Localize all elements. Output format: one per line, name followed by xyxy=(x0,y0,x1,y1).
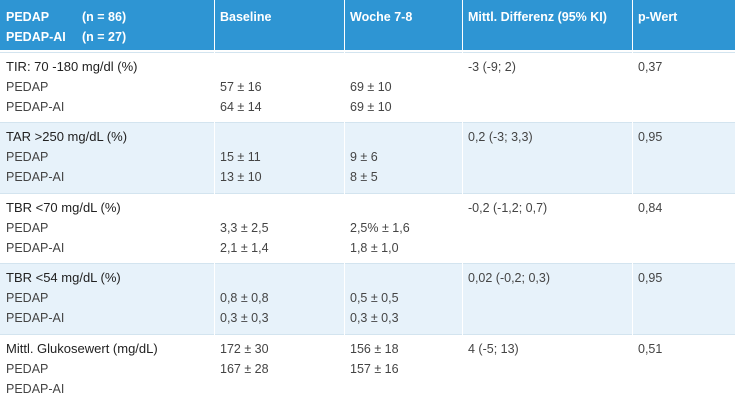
row-label: PEDAP-AI xyxy=(6,241,65,255)
cell: 57 ± 16 xyxy=(220,80,262,94)
column-divider xyxy=(344,0,345,411)
row-label: PEDAP xyxy=(6,291,49,305)
cell: 0,5 ± 0,5 xyxy=(350,291,399,305)
cell: 0,3 ± 0,3 xyxy=(350,311,399,325)
cell: 156 ± 18 xyxy=(350,342,399,356)
group-bg xyxy=(0,263,735,335)
cell: 13 ± 10 xyxy=(220,170,262,184)
cell: 0,02 (-0,2; 0,3) xyxy=(468,271,550,285)
cell: 4 (-5; 13) xyxy=(468,342,519,356)
cell: 0,84 xyxy=(638,201,663,215)
header-cell: Woche 7-8 xyxy=(350,10,413,24)
column-divider xyxy=(632,0,633,411)
group-bg xyxy=(0,193,735,264)
cell: 172 ± 30 xyxy=(220,342,269,356)
cell: 69 ± 10 xyxy=(350,100,392,114)
group-bg xyxy=(0,334,735,411)
header-label: PEDAP xyxy=(6,10,50,24)
cell: 9 ± 6 xyxy=(350,150,378,164)
cell: -3 (-9; 2) xyxy=(468,60,516,74)
group-title: Mittl. Glukosewert (mg/dL) xyxy=(6,341,158,356)
column-divider xyxy=(462,0,463,411)
cell: 0,95 xyxy=(638,271,663,285)
group-title: TIR: 70 -180 mg/dl (%) xyxy=(6,59,138,74)
header-cell: Baseline xyxy=(220,10,272,24)
row-label: PEDAP xyxy=(6,150,49,164)
cell: 0,37 xyxy=(638,60,663,74)
group-bg xyxy=(0,122,735,194)
cell: 69 ± 10 xyxy=(350,80,392,94)
cell: 8 ± 5 xyxy=(350,170,378,184)
header-bg xyxy=(0,0,735,50)
cell: 0,2 (-3; 3,3) xyxy=(468,130,533,144)
column-divider xyxy=(214,0,215,411)
cell: 3,3 ± 2,5 xyxy=(220,221,269,235)
cell: 157 ± 16 xyxy=(350,362,399,376)
header-n: (n = 27) xyxy=(82,30,127,44)
row-label: PEDAP-AI xyxy=(6,311,65,325)
cell: 15 ± 11 xyxy=(220,150,261,164)
group-title: TBR <54 mg/dL (%) xyxy=(6,270,121,285)
group-title: TAR >250 mg/dL (%) xyxy=(6,129,128,144)
cell: 2,1 ± 1,4 xyxy=(220,241,269,255)
group-title: TBR <70 mg/dL (%) xyxy=(6,200,121,215)
header-n: (n = 86) xyxy=(82,10,127,24)
row-label: PEDAP-AI xyxy=(6,170,65,184)
cell: 64 ± 14 xyxy=(220,100,262,114)
cell: 0,8 ± 0,8 xyxy=(220,291,269,305)
row-label: PEDAP xyxy=(6,362,49,376)
row-label: PEDAP xyxy=(6,80,49,94)
header-label: PEDAP-AI xyxy=(6,30,66,44)
cell: 0,95 xyxy=(638,130,663,144)
cell: 2,5% ± 1,6 xyxy=(350,221,410,235)
group-bg xyxy=(0,52,735,123)
row-label: PEDAP xyxy=(6,221,49,235)
cell: 0,3 ± 0,3 xyxy=(220,311,269,325)
cell: -0,2 (-1,2; 0,7) xyxy=(468,201,548,215)
cell: 167 ± 28 xyxy=(220,362,269,376)
cell: 1,8 ± 1,0 xyxy=(350,241,399,255)
row-label: PEDAP-AI xyxy=(6,382,65,396)
row-label: PEDAP-AI xyxy=(6,100,65,114)
header-cell: p-Wert xyxy=(638,10,678,24)
cell: 0,51 xyxy=(638,342,663,356)
header-cell: Mittl. Differenz (95% KI) xyxy=(468,10,607,24)
